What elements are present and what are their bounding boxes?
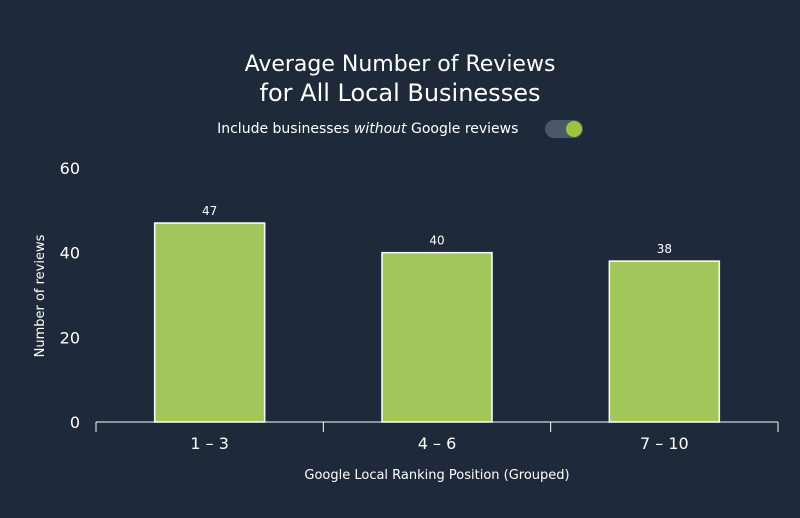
toggle-label-after: Google reviews [406, 121, 519, 137]
bar-data-label: 38 [657, 242, 672, 256]
bars: 47 40 38 [153, 204, 721, 423]
chart-title-line-1: Average Number of Reviews [244, 52, 556, 77]
x-axis-label: Google Local Ranking Position (Grouped) [304, 468, 569, 483]
toggle-label-before: Include businesses [217, 121, 354, 137]
y-axis-label: Number of reviews [33, 234, 48, 357]
bar [381, 251, 493, 423]
bar [153, 222, 266, 423]
x-axis: 1 – 3 4 – 6 7 – 10 [95, 421, 779, 453]
y-tick-labels: 0 20 40 60 [60, 159, 80, 432]
bar-data-label: 40 [429, 234, 444, 248]
chart-title: Average Number of Reviews for All Local … [0, 50, 800, 108]
y-tick-label: 40 [60, 244, 80, 263]
y-tick-label: 20 [60, 328, 80, 347]
toggle-label: Include businesses without Google review… [217, 121, 518, 137]
toggle-knob [565, 121, 582, 137]
x-tick-label: 1 – 3 [190, 434, 229, 453]
include-businesses-toggle[interactable] [544, 120, 583, 138]
x-tick-label: 4 – 6 [418, 434, 457, 453]
toggle-row: Include businesses without Google review… [0, 120, 800, 138]
chart-title-line-2: for All Local Businesses [259, 79, 541, 107]
toggle-label-emphasis: without [353, 121, 407, 137]
y-tick-label: 0 [70, 413, 80, 432]
y-tick-label: 60 [60, 159, 80, 178]
bar-data-label: 47 [202, 204, 217, 218]
x-tick-label: 7 – 10 [640, 434, 689, 453]
bar [608, 260, 721, 423]
